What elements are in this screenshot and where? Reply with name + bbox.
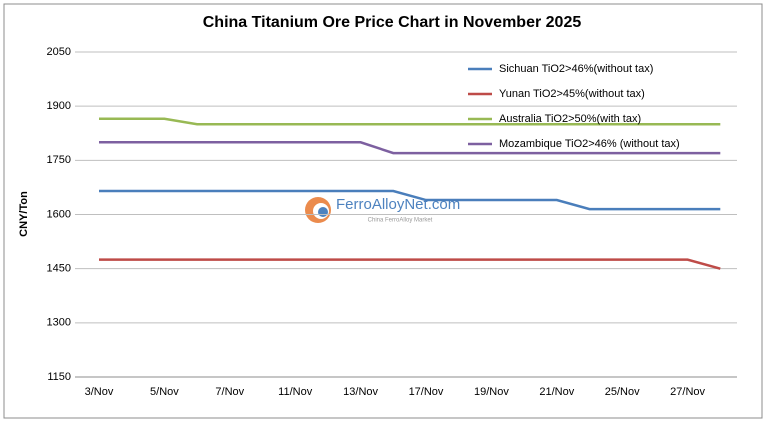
- legend-label: Sichuan TiO2>46%(without tax): [499, 63, 653, 75]
- y-tick-label: 2050: [47, 46, 71, 58]
- x-tick-label: 21/Nov: [539, 386, 574, 398]
- y-axis-title: CNY/Ton: [18, 191, 30, 237]
- x-tick-label: 3/Nov: [85, 386, 114, 398]
- legend-label: Mozambique TiO2>46% (without tax): [499, 138, 680, 150]
- series-line: [99, 189, 721, 211]
- x-tick-label: 19/Nov: [474, 386, 509, 398]
- series-line: [99, 117, 721, 126]
- y-tick-label: 1900: [47, 100, 71, 112]
- x-tick-label: 17/Nov: [409, 386, 444, 398]
- x-tick-label: 11/Nov: [278, 386, 313, 398]
- series-line: [99, 141, 721, 155]
- y-tick-label: 1300: [47, 317, 71, 329]
- y-tick-label: 1750: [47, 154, 71, 166]
- x-tick-label: 7/Nov: [215, 386, 244, 398]
- watermark-subtitle: China FerroAlloy Market: [368, 218, 433, 224]
- watermark-logo: [318, 207, 328, 217]
- x-tick-label: 13/Nov: [343, 386, 378, 398]
- y-tick-label: 1600: [47, 208, 71, 220]
- legend-label: Yunan TiO2>45%(without tax): [499, 88, 645, 100]
- chart-title: China Titanium Ore Price Chart in Novemb…: [203, 14, 582, 31]
- legend-label: Australia TiO2>50%(with tax): [499, 113, 641, 125]
- y-tick-label: 1150: [47, 371, 71, 383]
- x-tick-label: 25/Nov: [605, 386, 640, 398]
- series-line: [99, 258, 721, 270]
- y-tick-label: 1450: [47, 263, 71, 275]
- x-tick-label: 27/Nov: [670, 386, 705, 398]
- chart-border: [3, 3, 763, 419]
- watermark-text: FerroAlloyNet.com: [336, 196, 460, 213]
- x-tick-label: 5/Nov: [150, 386, 179, 398]
